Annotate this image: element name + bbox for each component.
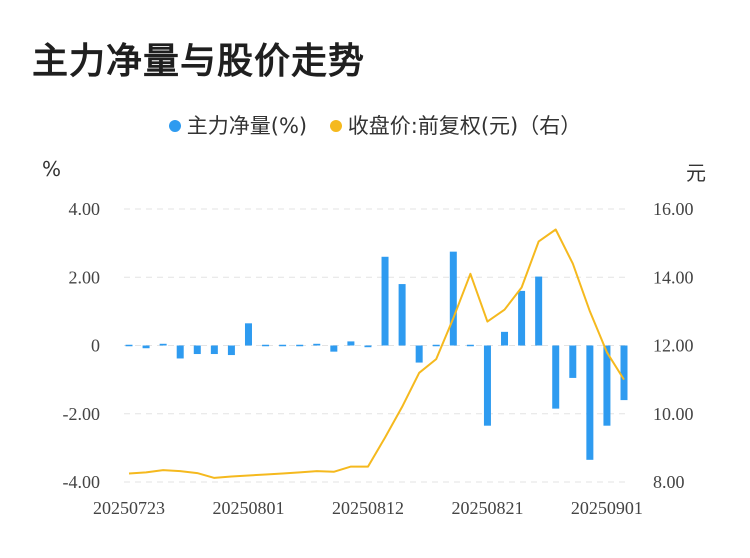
flow-bar (603, 345, 611, 426)
flow-bar (483, 345, 491, 426)
left-axis-tick-label: 4.00 (69, 199, 101, 219)
left-axis-tick-label: -4.00 (63, 472, 101, 492)
flow-bar (313, 343, 321, 346)
flow-bar (432, 344, 440, 347)
x-axis-tick-label: 20250812 (332, 498, 404, 518)
legend-label-flow: 主力净量(%) (186, 114, 308, 138)
flow-bar (620, 345, 628, 401)
x-axis-tick-label: 20250723 (93, 498, 165, 518)
legend-item-flow[interactable]: 主力净量(%) (168, 110, 308, 140)
x-axis-tick-label: 20250901 (571, 498, 643, 518)
flow-bar (449, 251, 457, 346)
flow-bar (142, 345, 150, 349)
price-legend-dot (329, 120, 342, 132)
flow-bar (210, 345, 218, 355)
flow-bar (176, 345, 184, 359)
right-axis-tick-label: 14.00 (653, 267, 694, 287)
flow-bar (296, 344, 304, 347)
flow-bar (381, 256, 389, 346)
right-axis-tick-label: 10.00 (653, 404, 694, 424)
right-axis-tick-label: 12.00 (653, 336, 694, 356)
left-axis-unit: % (42, 157, 62, 181)
right-axis-tick-label: 16.00 (653, 199, 694, 219)
x-axis-tick-label: 20250801 (212, 498, 284, 518)
flow-bar (466, 344, 474, 347)
flow-bar (125, 344, 133, 347)
flow-bar (244, 323, 252, 346)
legend: 主力净量(%) 收盘价:前复权(元)（右） (0, 110, 750, 140)
flow-bar (415, 345, 423, 363)
flow-bar (159, 343, 167, 346)
flow-bar (347, 341, 355, 346)
flow-bar (552, 345, 560, 409)
flow-bar (535, 276, 543, 346)
chart-title: 主力净量与股价走势 (32, 41, 366, 82)
right-axis-tick-label: 8.00 (653, 472, 685, 492)
left-axis-tick-label: 2.00 (69, 267, 101, 287)
right-axis-unit: 元 (686, 161, 706, 185)
legend-item-price[interactable]: 收盘价:前复权(元)（右） (329, 110, 582, 140)
left-axis-tick-label: -2.00 (63, 404, 101, 424)
flow-bar (518, 290, 526, 346)
flow-bar (501, 331, 509, 346)
flow-bar (364, 345, 372, 348)
flow-bar (330, 345, 338, 352)
flow-bar (398, 284, 406, 346)
legend-label-price: 收盘价:前复权(元)（右） (347, 114, 582, 138)
flow-legend-dot (168, 120, 181, 132)
flow-bar (586, 345, 594, 460)
flow-bar (193, 345, 201, 355)
flow-bar (262, 344, 270, 347)
flow-bar (569, 345, 577, 378)
flow-bar (227, 345, 235, 356)
x-axis-tick-label: 20250821 (451, 498, 523, 518)
left-axis-tick-label: 0 (91, 336, 100, 356)
price-line (128, 228, 625, 479)
flow-bar (279, 344, 287, 347)
